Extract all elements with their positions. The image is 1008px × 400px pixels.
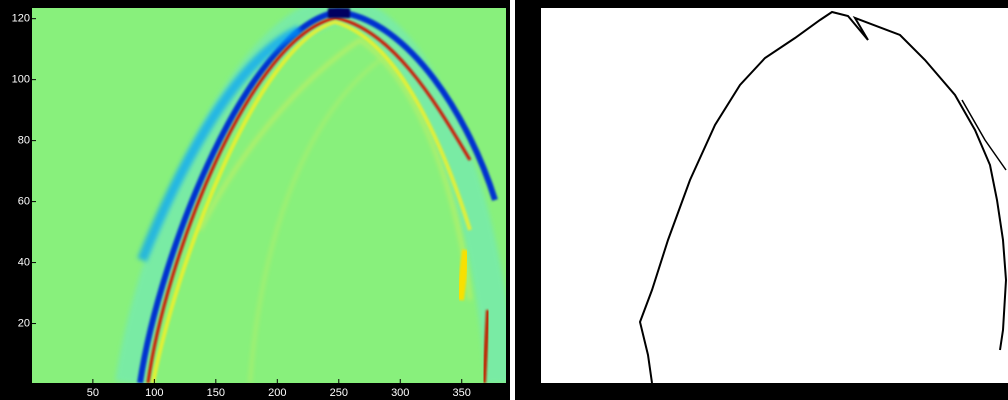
x-tick-label: 250 — [330, 387, 348, 399]
separator — [510, 0, 515, 400]
y-tick-label: 120 — [12, 13, 30, 25]
y-tick-label: 80 — [18, 135, 30, 147]
y-tick-label: 40 — [18, 256, 30, 268]
y-tick-label: 20 — [18, 317, 30, 329]
x-tick-label: 300 — [391, 387, 409, 399]
screenshot: 50 100 150 200 250 300 350 20 40 60 80 100 120 — [0, 0, 1008, 400]
edge-image — [541, 8, 1008, 383]
heatmap — [32, 8, 506, 383]
x-tick-label: 350 — [453, 387, 471, 399]
x-tick-label: 200 — [268, 387, 286, 399]
x-tick-label: 150 — [207, 387, 225, 399]
y-tick-label: 100 — [12, 74, 30, 86]
y-tick-label: 60 — [18, 196, 30, 208]
x-tick-label: 100 — [145, 387, 163, 399]
x-tick-label: 50 — [87, 387, 99, 399]
